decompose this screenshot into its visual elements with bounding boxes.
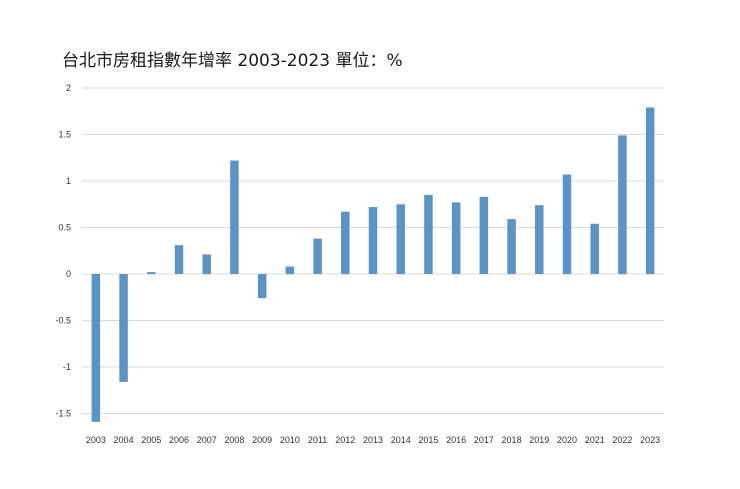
bar-2008 — [230, 160, 239, 274]
x-tick-label: 2007 — [197, 435, 217, 445]
bars — [91, 107, 655, 422]
bar-2018 — [507, 219, 516, 274]
y-tick-label: 0 — [66, 269, 71, 279]
bar-2020 — [562, 174, 572, 274]
x-tick-label: 2003 — [86, 435, 106, 445]
y-tick-label: -1 — [63, 362, 71, 372]
bar-2013 — [368, 207, 378, 274]
x-tick-label: 2015 — [418, 435, 438, 445]
y-tick-label: 2 — [66, 83, 71, 93]
x-tick-label: 2011 — [308, 435, 327, 445]
x-tick-label: 2017 — [474, 435, 494, 445]
x-tick-label: 2004 — [114, 435, 134, 445]
bar-2015 — [424, 194, 433, 274]
x-tick-label: 2013 — [363, 435, 383, 445]
x-tick-label: 2010 — [280, 435, 300, 445]
bar-2007 — [202, 254, 211, 274]
x-tick-label: 2012 — [335, 435, 355, 445]
bar-2017 — [479, 196, 489, 274]
x-tick-label: 2009 — [252, 435, 272, 445]
bar-2019 — [535, 205, 544, 274]
x-tick-label: 2006 — [169, 435, 189, 445]
x-tick-label: 2022 — [612, 435, 632, 445]
bar-2012 — [341, 211, 350, 274]
x-tick-label: 2005 — [141, 435, 161, 445]
bar-2022 — [618, 135, 627, 274]
x-tick-label: 2020 — [557, 435, 577, 445]
chart-title: 台北市房租指數年增率 2003-2023 單位：% — [62, 51, 403, 71]
bar-2023 — [645, 107, 655, 274]
x-tick-label: 2014 — [391, 435, 411, 445]
bar-2003 — [91, 274, 101, 422]
x-tick-label: 2023 — [640, 435, 660, 445]
y-tick-label: 1.5 — [58, 130, 71, 140]
bar-2021 — [590, 223, 599, 274]
bar-2011 — [313, 238, 322, 274]
x-tick-label: 2021 — [585, 435, 605, 445]
x-tick-label: 2018 — [502, 435, 522, 445]
y-tick-label: -0.5 — [55, 316, 71, 326]
y-axis-ticks: 2 1.5 1 0.5 0 -0.5 -1 -1.5 — [55, 83, 71, 419]
bar-2014 — [396, 204, 405, 274]
y-tick-label: 1 — [66, 176, 71, 186]
x-tick-label: 2008 — [224, 435, 244, 445]
bar-2016 — [451, 202, 461, 274]
bar-2006 — [174, 245, 184, 274]
x-tick-label: 2019 — [529, 435, 549, 445]
bar-2005 — [147, 272, 156, 274]
y-tick-label: -1.5 — [55, 409, 71, 419]
y-tick-label: 0.5 — [58, 223, 71, 233]
x-axis-ticks: 2003 2004 2005 2006 2007 2008 2009 2010 2011 2012… — [86, 435, 660, 445]
x-tick-label: 2016 — [446, 435, 466, 445]
bar-2004 — [119, 274, 128, 382]
bar-2010 — [285, 266, 295, 274]
bar-2009 — [257, 274, 267, 299]
